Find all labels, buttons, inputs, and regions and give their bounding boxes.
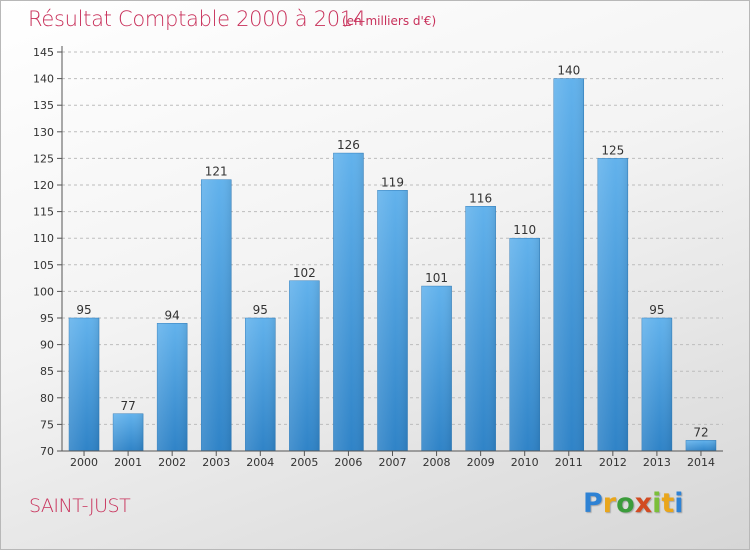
y-tick-label: 125 — [33, 152, 54, 165]
bar-shade — [333, 153, 364, 451]
x-tick-label: 2014 — [687, 456, 715, 469]
y-tick-label: 115 — [33, 206, 54, 219]
chart-title: Résultat Comptable 2000 à 2014 — [28, 7, 366, 31]
y-tick-label: 100 — [33, 285, 54, 298]
bar-shade — [641, 318, 672, 451]
bar-shade — [509, 238, 540, 451]
data-label: 125 — [601, 143, 624, 157]
x-tick-label: 2007 — [379, 456, 407, 469]
bar-shade — [465, 206, 496, 451]
x-tick-label: 2009 — [467, 456, 495, 469]
data-label: 110 — [513, 223, 536, 237]
x-tick-label: 2005 — [290, 456, 318, 469]
y-tick-label: 105 — [33, 259, 54, 272]
bar-shade — [597, 158, 628, 451]
x-tick-label: 2011 — [555, 456, 583, 469]
bar-shade — [69, 318, 100, 451]
bar-shade — [289, 280, 320, 451]
x-tick-label: 2004 — [246, 456, 274, 469]
data-label: 95 — [253, 303, 268, 317]
y-tick-label: 85 — [40, 365, 54, 378]
bar-shade — [421, 286, 452, 451]
bar-shade — [113, 413, 144, 451]
x-tick-label: 2000 — [70, 456, 98, 469]
y-tick-label: 70 — [40, 445, 54, 458]
data-label: 116 — [469, 191, 492, 205]
place-name: SAINT-JUST — [29, 495, 131, 517]
y-tick-label: 110 — [33, 232, 54, 245]
bar-shade — [685, 440, 716, 451]
bar-shade — [157, 323, 188, 451]
bar-shade — [201, 179, 232, 451]
data-label: 102 — [293, 266, 316, 280]
x-tick-label: 2012 — [599, 456, 627, 469]
y-tick-label: 95 — [40, 312, 54, 325]
data-label: 126 — [337, 138, 360, 152]
chart-subtitle: (en milliers d'€) — [342, 14, 437, 28]
data-label: 72 — [693, 425, 708, 439]
data-label: 140 — [557, 64, 580, 78]
data-label: 119 — [381, 175, 404, 189]
data-label: 94 — [165, 308, 180, 322]
y-tick-label: 140 — [33, 73, 54, 86]
data-label: 77 — [120, 399, 135, 413]
x-tick-label: 2002 — [158, 456, 186, 469]
data-label: 101 — [425, 271, 448, 285]
y-tick-label: 80 — [40, 392, 54, 405]
y-tick-label: 135 — [33, 99, 54, 112]
bar-shade — [553, 78, 584, 451]
x-tick-label: 2010 — [511, 456, 539, 469]
y-tick-label: 145 — [33, 46, 54, 59]
x-tick-label: 2013 — [643, 456, 671, 469]
x-tick-label: 2008 — [423, 456, 451, 469]
y-tick-label: 90 — [40, 339, 54, 352]
data-label: 95 — [649, 303, 664, 317]
bar-shade — [245, 318, 276, 451]
x-tick-label: 2001 — [114, 456, 142, 469]
bar-shade — [377, 190, 408, 451]
y-tick-label: 75 — [40, 418, 54, 431]
y-tick-label: 130 — [33, 126, 54, 139]
x-tick-label: 2003 — [202, 456, 230, 469]
x-tick-label: 2006 — [334, 456, 362, 469]
data-label: 95 — [76, 303, 91, 317]
proxiti-logo: Proxiti — [583, 488, 684, 519]
y-tick-label: 120 — [33, 179, 54, 192]
data-label: 121 — [205, 165, 228, 179]
